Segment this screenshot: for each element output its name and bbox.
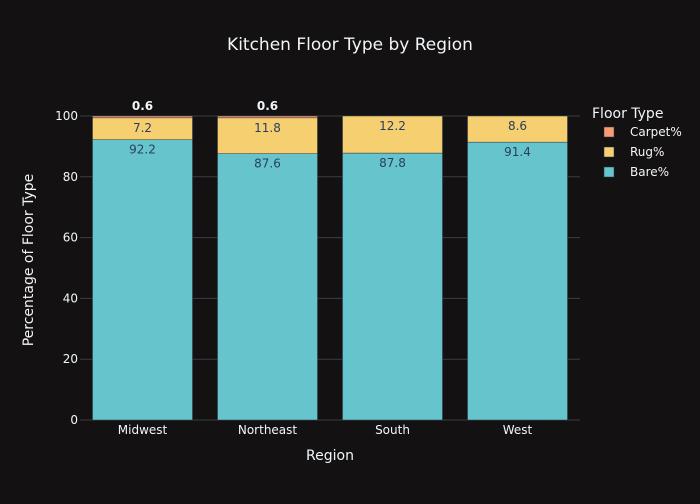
bar-carpet-northeast[interactable] bbox=[217, 115, 318, 119]
data-label: 87.8 bbox=[379, 156, 406, 170]
y-tick-label: 100 bbox=[55, 109, 78, 123]
data-label: 7.2 bbox=[133, 121, 152, 135]
data-label: 0.6 bbox=[132, 99, 153, 113]
bar-bare-south[interactable] bbox=[342, 152, 443, 421]
bar-bare-northeast[interactable] bbox=[217, 153, 318, 421]
y-axis-ticks: 0 20 40 60 80 100 bbox=[55, 109, 78, 427]
y-tick-label: 40 bbox=[63, 291, 78, 305]
y-tick-label: 80 bbox=[63, 170, 78, 184]
x-tick-label: South bbox=[375, 423, 410, 437]
x-axis-ticks: Midwest Northeast South West bbox=[118, 423, 533, 437]
data-label: 92.2 bbox=[129, 143, 156, 157]
legend-item-label[interactable]: Bare% bbox=[630, 165, 669, 179]
legend-title: Floor Type bbox=[592, 106, 663, 122]
bar-bare-midwest[interactable] bbox=[92, 139, 193, 421]
x-axis-title: Region bbox=[306, 448, 354, 464]
x-tick-label: West bbox=[503, 423, 533, 437]
y-tick-label: 0 bbox=[70, 413, 78, 427]
legend-swatch[interactable] bbox=[603, 166, 615, 178]
legend-swatch[interactable] bbox=[603, 126, 615, 138]
legend-item-label[interactable]: Rug% bbox=[630, 145, 664, 159]
data-label: 91.4 bbox=[504, 145, 531, 159]
bar-labels: 92.2 7.2 0.6 87.6 11.8 0.6 87.8 12.2 91.4 8.6 bbox=[129, 99, 531, 171]
bars bbox=[92, 115, 568, 421]
legend: Floor Type Carpet% Rug% Bare% bbox=[592, 106, 682, 179]
x-tick-label: Northeast bbox=[238, 423, 298, 437]
bar-carpet-midwest[interactable] bbox=[92, 115, 193, 119]
data-label: 11.8 bbox=[254, 121, 281, 135]
data-label: 87.6 bbox=[254, 157, 281, 171]
legend-swatch[interactable] bbox=[603, 146, 615, 158]
data-label: 8.6 bbox=[508, 119, 527, 133]
bar-rug-west[interactable] bbox=[467, 115, 568, 143]
legend-item-label[interactable]: Carpet% bbox=[630, 125, 682, 139]
y-axis-title: Percentage of Floor Type bbox=[21, 174, 37, 347]
x-tick-label: Midwest bbox=[118, 423, 168, 437]
bar-rug-northeast[interactable] bbox=[217, 117, 318, 154]
y-tick-label: 20 bbox=[63, 352, 78, 366]
data-label: 0.6 bbox=[257, 99, 278, 113]
chart-title: Kitchen Floor Type by Region bbox=[227, 35, 473, 55]
y-tick-label: 60 bbox=[63, 231, 78, 245]
data-label: 12.2 bbox=[379, 119, 406, 133]
bar-bare-west[interactable] bbox=[467, 141, 568, 421]
bar-rug-south[interactable] bbox=[342, 115, 443, 154]
